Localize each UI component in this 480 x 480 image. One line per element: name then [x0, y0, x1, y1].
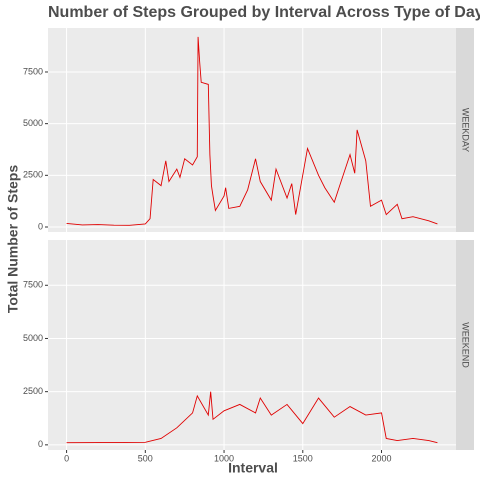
y-tick-label: 7500: [23, 66, 43, 76]
y-tick-label: 7500: [23, 280, 43, 290]
y-tick-label: 2500: [23, 386, 43, 396]
strip-background: [456, 240, 474, 450]
data-line: [66, 36, 438, 226]
chart-title: Number of Steps Grouped by Interval Acro…: [48, 4, 480, 21]
x-tick-label: 500: [138, 453, 153, 463]
data-line: [66, 391, 438, 444]
x-tick-label: 1000: [214, 453, 234, 463]
y-tick-label: 0: [38, 221, 43, 231]
y-axis-label: Total Number of Steps: [5, 165, 21, 314]
strip-label: WEEKDAY: [461, 108, 471, 152]
x-axis-label: Interval: [228, 460, 278, 476]
y-tick-label: 0: [38, 439, 43, 449]
strip-background: [456, 28, 474, 232]
x-tick-label: 2000: [372, 453, 392, 463]
strip-label: WEEKEND: [461, 322, 471, 368]
panel-background: [48, 240, 456, 450]
x-tick-label: 1500: [293, 453, 313, 463]
y-tick-label: 5000: [23, 118, 43, 128]
x-tick-label: 0: [64, 453, 69, 463]
y-tick-label: 2500: [23, 170, 43, 180]
panel-background: [48, 28, 456, 232]
y-tick-label: 5000: [23, 333, 43, 343]
